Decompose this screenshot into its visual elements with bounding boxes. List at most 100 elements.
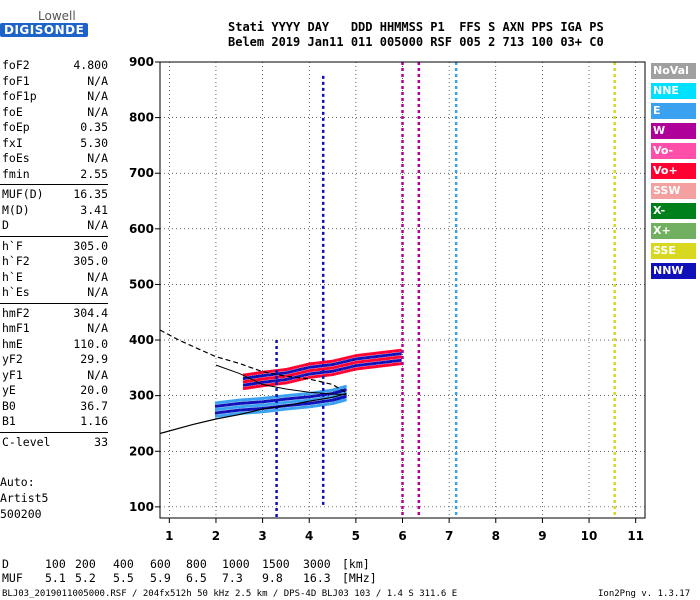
trace-mark xyxy=(280,375,283,379)
trace-mark xyxy=(366,352,370,356)
param-row: B0 36.7 xyxy=(0,399,108,415)
logo-lowell-text: Lowell xyxy=(38,9,76,23)
trace-mark xyxy=(364,363,367,367)
param-value: N/A xyxy=(87,269,108,284)
trace-mark xyxy=(246,383,250,387)
trace-mark xyxy=(338,361,342,365)
trace-mark xyxy=(308,372,311,376)
trace-mark xyxy=(387,360,391,364)
trace-mark xyxy=(294,406,297,410)
trace-mark xyxy=(249,401,253,405)
param-row: fmin 2.55 xyxy=(0,167,108,183)
auto-code: 500200 xyxy=(0,507,42,521)
trace-mark xyxy=(378,358,381,362)
param-row: foF1p N/A xyxy=(0,89,108,105)
trace-mark xyxy=(221,407,225,411)
trace-mark xyxy=(298,368,302,372)
trace-mark xyxy=(317,393,321,397)
trace-mark xyxy=(350,365,353,369)
muf-frequency-value: 16.3 xyxy=(303,571,331,585)
trace-mark xyxy=(303,373,307,377)
trace-mark xyxy=(296,406,300,410)
trace-mark xyxy=(380,364,384,368)
trace-mark xyxy=(326,363,330,367)
trace-mark xyxy=(284,394,288,398)
trace-mark xyxy=(245,398,248,402)
trace-mark xyxy=(289,380,293,384)
trace-mark xyxy=(378,361,381,365)
trace-mark xyxy=(263,410,267,414)
trace-mark xyxy=(254,410,258,414)
muf-muf-row-label: MUF xyxy=(2,571,23,585)
param-row: h`Es N/A xyxy=(0,285,108,301)
param-row: h`F 305.0 xyxy=(0,239,108,255)
trace-mark xyxy=(275,408,279,412)
trace-mark xyxy=(256,397,260,401)
trace-mark xyxy=(221,410,225,414)
trace-mark xyxy=(228,406,232,410)
muf-frequency-value: 5.5 xyxy=(113,571,134,585)
trace-mark xyxy=(396,362,400,366)
param-row: hmF1 N/A xyxy=(0,321,108,337)
trace-mark xyxy=(344,388,347,392)
trace-mark xyxy=(347,355,351,359)
trace-mark xyxy=(345,359,349,363)
trace-mark xyxy=(352,364,356,368)
trace-mark xyxy=(324,389,328,393)
param-value: N/A xyxy=(87,218,108,232)
trace-mark xyxy=(289,397,293,401)
trace-mark xyxy=(366,359,370,363)
trace-mark xyxy=(266,409,269,413)
trace-mark xyxy=(277,372,281,376)
trace-mark xyxy=(231,402,234,406)
trace-mark xyxy=(352,361,356,365)
trace-mark xyxy=(242,376,246,380)
trace-mark xyxy=(303,402,307,406)
trace-mark xyxy=(214,404,218,408)
trace-mark xyxy=(303,395,307,399)
trace-mark xyxy=(361,366,365,370)
trace-mark xyxy=(333,359,337,363)
trace-mark xyxy=(226,413,230,417)
x-tick-label: 6 xyxy=(398,529,406,543)
trace-mark xyxy=(336,358,339,362)
trace-mark xyxy=(319,364,323,368)
trace-mark xyxy=(248,379,252,383)
legend-item: NNE xyxy=(651,83,696,99)
auto-artist: Artist5 xyxy=(0,491,49,505)
trace-mark xyxy=(261,377,265,381)
trace-mark xyxy=(294,393,297,397)
trace-mark xyxy=(242,373,246,377)
trace-mark xyxy=(224,406,227,410)
trace-mark xyxy=(359,366,363,370)
muf-distance-value: 1000 xyxy=(222,557,250,571)
trace-mark xyxy=(277,368,281,372)
trace-mark xyxy=(343,360,346,364)
trace-mark xyxy=(336,368,339,372)
trace-mark xyxy=(287,397,290,401)
trace-mark xyxy=(326,399,330,403)
trace-mark xyxy=(259,371,263,375)
trace-mark xyxy=(368,359,372,363)
trace-mark xyxy=(345,366,349,370)
trace-mark xyxy=(282,378,286,382)
legend-item: X- xyxy=(651,203,696,219)
trace-mark xyxy=(270,395,274,399)
trace-mark xyxy=(310,362,314,366)
trace-mark xyxy=(244,379,248,383)
chart-profiles xyxy=(159,329,347,435)
trace-mark xyxy=(322,403,325,407)
trace-mark xyxy=(301,405,304,409)
trace-mark xyxy=(324,402,328,406)
trace-mark xyxy=(319,403,323,407)
param-value: N/A xyxy=(87,151,108,165)
trace-mark xyxy=(312,401,316,405)
trace-mark xyxy=(282,371,286,375)
trace-mark xyxy=(250,379,253,383)
trace-mark xyxy=(371,362,374,366)
trace-mark xyxy=(247,401,251,405)
trace-mark xyxy=(361,363,365,367)
trace-mark xyxy=(303,366,307,370)
trace-mark xyxy=(257,374,261,378)
trace-mark xyxy=(291,403,295,407)
